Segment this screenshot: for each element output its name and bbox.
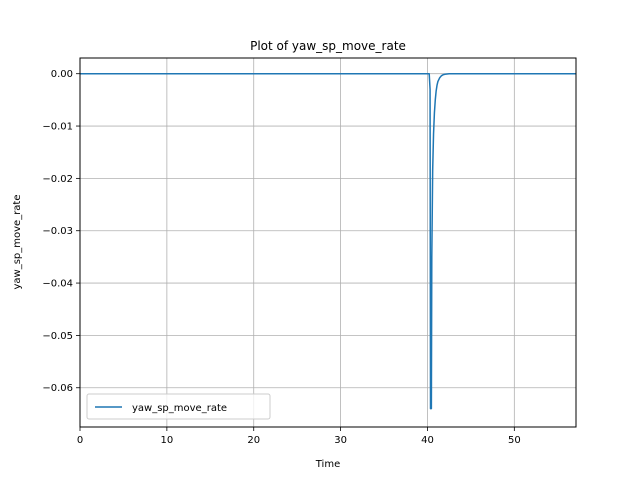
x-tick-label: 0 — [77, 435, 83, 446]
plot-area-frame — [79, 57, 577, 428]
y-tick-label: −0.02 — [42, 174, 73, 185]
x-tick-label: 20 — [247, 435, 260, 446]
x-tick-label: 30 — [334, 435, 347, 446]
legend-label: yaw_sp_move_rate — [132, 403, 227, 414]
legend: yaw_sp_move_rate — [86, 393, 271, 420]
y-tick-label: −0.04 — [42, 279, 73, 290]
x-tick-label: 10 — [160, 435, 173, 446]
x-tick-label: 50 — [508, 435, 521, 446]
x-axis-label: Time — [315, 459, 340, 470]
grid-lines — [79, 58, 576, 427]
y-tick-label: −0.01 — [42, 122, 73, 133]
chart-title: Plot of yaw_sp_move_rate — [250, 39, 406, 53]
legend-box — [86, 393, 271, 420]
x-tick-label: 40 — [421, 435, 434, 446]
y-axis-label: yaw_sp_move_rate — [12, 194, 23, 289]
y-tick-label: −0.06 — [42, 383, 73, 394]
x-axis-ticks: 0 10 20 30 40 50 — [77, 427, 521, 446]
y-axis-ticks: 0.00 −0.01 −0.02 −0.03 −0.04 −0.05 −0.06 — [42, 69, 80, 394]
series-group — [80, 72, 576, 410]
series-line — [80, 72, 576, 410]
y-tick-label: −0.05 — [42, 331, 73, 342]
y-tick-label: −0.03 — [42, 226, 73, 237]
y-tick-label: 0.00 — [51, 69, 73, 80]
